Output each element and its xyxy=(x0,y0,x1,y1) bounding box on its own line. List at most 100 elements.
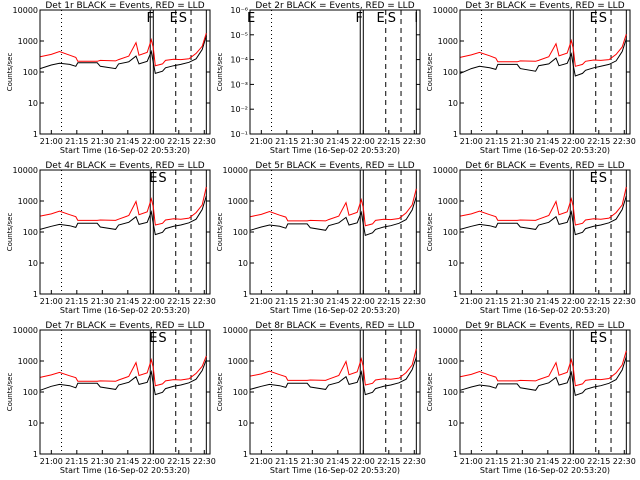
x-axis-label: Start Time (16-Sep-02 20:53:20) xyxy=(270,306,400,315)
plot-frame xyxy=(249,169,421,295)
state-marker: I xyxy=(414,11,418,26)
y-tick-label: 100 xyxy=(443,388,458,397)
y-tick-label: 10 xyxy=(238,419,248,428)
state-marker: E xyxy=(377,11,385,26)
panel-title: Det 7r BLACK = Events, RED = LLD xyxy=(45,321,204,331)
detector-panel-1: Det 1r BLACK = Events, RED = LLD 1 10 100 10… xyxy=(6,1,216,155)
y-axis-label: Counts/sec xyxy=(6,213,14,252)
plot-frame xyxy=(459,9,631,135)
series-lld xyxy=(40,186,207,226)
y-axis-label: Counts/sec xyxy=(6,373,14,412)
x-tick-label: 22:15 xyxy=(167,457,190,466)
y-tick-label: 10⁻⁵ xyxy=(230,31,248,40)
x-axis-label: Start Time (16-Sep-02 20:53:20) xyxy=(60,466,190,475)
x-tick-label: 22:30 xyxy=(193,137,216,146)
x-tick-label: 22:30 xyxy=(403,297,426,306)
y-axis-label: Counts/sec xyxy=(216,213,224,252)
x-tick-label: 22:15 xyxy=(167,297,190,306)
state-marker: F xyxy=(355,11,362,26)
x-tick-label: 21:00 xyxy=(40,457,63,466)
x-tick-label: 22:00 xyxy=(352,297,375,306)
state-marker: F xyxy=(146,11,153,26)
plot-frame xyxy=(459,329,631,455)
series-lld xyxy=(459,34,627,67)
x-tick-label: 21:15 xyxy=(65,137,88,146)
x-tick-label: 21:30 xyxy=(301,137,324,146)
y-tick-label: 10000 xyxy=(223,166,248,175)
state-marker: S xyxy=(179,11,187,26)
x-tick-label: 22:00 xyxy=(562,297,585,306)
x-tick-label: 21:45 xyxy=(116,457,139,466)
y-tick-label: 10 xyxy=(448,419,458,428)
x-tick-label: 22:15 xyxy=(377,457,400,466)
x-tick-label: 22:15 xyxy=(377,297,400,306)
y-tick-label: 1 xyxy=(33,290,38,299)
series-events xyxy=(39,195,207,236)
y-tick-label: 10000 xyxy=(13,166,38,175)
y-tick-label: 100 xyxy=(443,68,458,77)
state-marker: E xyxy=(170,11,178,26)
x-tick-label: 22:00 xyxy=(352,457,375,466)
x-tick-label: 22:15 xyxy=(167,137,190,146)
state-marker: E xyxy=(247,11,255,26)
x-axis-label: Start Time (16-Sep-02 20:53:20) xyxy=(480,306,610,315)
detector-panel-9: Det 9r BLACK = Events, RED = LLD 1 10 100 10… xyxy=(426,321,636,475)
series-events xyxy=(39,35,207,75)
panel-title: Det 2r BLACK = Events, RED = LLD xyxy=(255,1,414,11)
x-tick-label: 22:00 xyxy=(142,457,165,466)
panel-title: Det 4r BLACK = Events, RED = LLD xyxy=(45,161,204,171)
y-axis-label: Counts/sec xyxy=(426,213,434,252)
y-tick-label: 1 xyxy=(33,450,38,459)
x-tick-label: 22:15 xyxy=(377,137,400,146)
series-lld xyxy=(250,348,417,386)
x-tick-label: 22:30 xyxy=(613,297,636,306)
y-tick-label: 1000 xyxy=(18,37,38,46)
y-axis-label: Counts/sec xyxy=(216,53,224,92)
x-tick-label: 21:15 xyxy=(485,137,508,146)
x-tick-label: 21:45 xyxy=(326,137,349,146)
y-tick-label: 10⁻⁶ xyxy=(230,6,248,15)
x-tick-label: 21:15 xyxy=(485,457,508,466)
x-tick-label: 22:00 xyxy=(142,137,165,146)
x-tick-label: 21:30 xyxy=(301,297,324,306)
series-events xyxy=(459,356,627,396)
y-tick-label: 10 xyxy=(238,259,248,268)
x-tick-label: 21:45 xyxy=(536,137,559,146)
x-tick-label: 21:30 xyxy=(91,457,114,466)
x-tick-label: 21:45 xyxy=(536,297,559,306)
y-tick-label: 10 xyxy=(28,259,38,268)
series-lld xyxy=(249,188,417,227)
x-tick-label: 21:45 xyxy=(536,457,559,466)
detector-panel-7: Det 7r BLACK = Events, RED = LLD 1 10 100 10… xyxy=(6,321,216,475)
state-marker: E xyxy=(149,171,157,186)
y-tick-label: 1000 xyxy=(438,37,458,46)
state-marker: E xyxy=(149,331,157,346)
detector-panel-5: Det 5r BLACK = Events, RED = LLD 1 10 100 10… xyxy=(216,161,426,315)
x-tick-label: 21:45 xyxy=(326,457,349,466)
series-events xyxy=(249,357,417,396)
y-tick-label: 100 xyxy=(23,388,38,397)
x-tick-label: 22:30 xyxy=(403,137,426,146)
y-tick-label: 1000 xyxy=(228,197,248,206)
x-tick-label: 22:15 xyxy=(587,297,610,306)
y-tick-label: 100 xyxy=(23,68,38,77)
series-lld xyxy=(459,350,627,387)
x-tick-label: 22:00 xyxy=(562,457,585,466)
x-tick-label: 21:30 xyxy=(91,297,114,306)
x-tick-label: 21:15 xyxy=(275,457,298,466)
plot-frame xyxy=(459,169,631,295)
x-axis-label: Start Time (16-Sep-02 20:53:20) xyxy=(480,466,610,475)
y-axis-label: Counts/sec xyxy=(426,373,434,412)
panel-title: Det 8r BLACK = Events, RED = LLD xyxy=(255,321,414,331)
detector-panel-3: Det 3r BLACK = Events, RED = LLD 1 10 100 10… xyxy=(426,1,636,155)
y-tick-label: 10000 xyxy=(13,326,38,335)
y-tick-label: 1 xyxy=(243,450,248,459)
state-marker: S xyxy=(599,331,607,346)
y-tick-label: 10 xyxy=(28,419,38,428)
y-tick-label: 10⁻¹ xyxy=(230,130,248,139)
y-tick-label: 100 xyxy=(233,388,248,397)
x-tick-label: 22:00 xyxy=(142,297,165,306)
detector-panel-4: Det 4r BLACK = Events, RED = LLD 1 10 100 10… xyxy=(6,161,216,315)
panel-title: Det 1r BLACK = Events, RED = LLD xyxy=(45,1,204,11)
